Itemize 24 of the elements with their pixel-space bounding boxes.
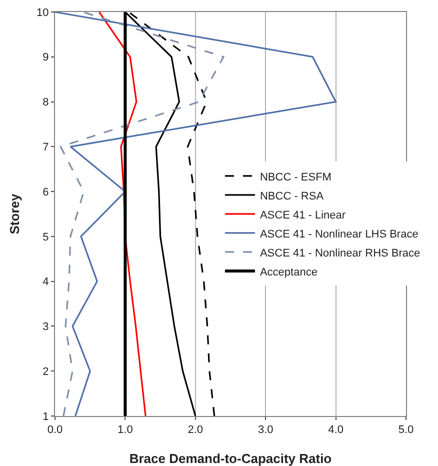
y-tick-label: 7 — [42, 142, 49, 154]
y-tick-label: 2 — [42, 366, 49, 378]
legend-label: Acceptance — [260, 266, 318, 278]
y-tick-label: 1 — [42, 410, 49, 423]
x-tick-label: 5.0 — [398, 424, 414, 436]
legend-label: ASCE 41 - Nonlinear LHS Brace — [260, 228, 418, 240]
y-tick-label: 10 — [36, 6, 49, 19]
y-tick-label: 8 — [42, 96, 49, 109]
x-tick-label: 0.0 — [47, 424, 63, 436]
x-tick-label: 4.0 — [328, 424, 344, 436]
y-axis-title: Storey — [7, 193, 22, 234]
y-tick-label: 3 — [42, 321, 49, 334]
x-tick-label: 2.0 — [188, 424, 204, 436]
legend-label: ASCE 41 - Nonlinear RHS Brace — [260, 247, 420, 260]
y-tick-label: 4 — [42, 276, 49, 288]
legend-label: ASCE 41 - Linear — [260, 209, 346, 222]
legend-label: NBCC - ESFM — [260, 171, 332, 184]
y-tick-label: 6 — [42, 186, 49, 198]
x-axis-title: Brace Demand-to-Capacity Ratio — [129, 451, 332, 466]
x-tick-label: 1.0 — [118, 424, 133, 436]
x-tick-label: 3.0 — [258, 424, 274, 436]
y-tick-label: 9 — [42, 52, 49, 64]
legend-label: NBCC - RSA — [260, 190, 324, 202]
y-tick-label: 5 — [42, 231, 49, 244]
